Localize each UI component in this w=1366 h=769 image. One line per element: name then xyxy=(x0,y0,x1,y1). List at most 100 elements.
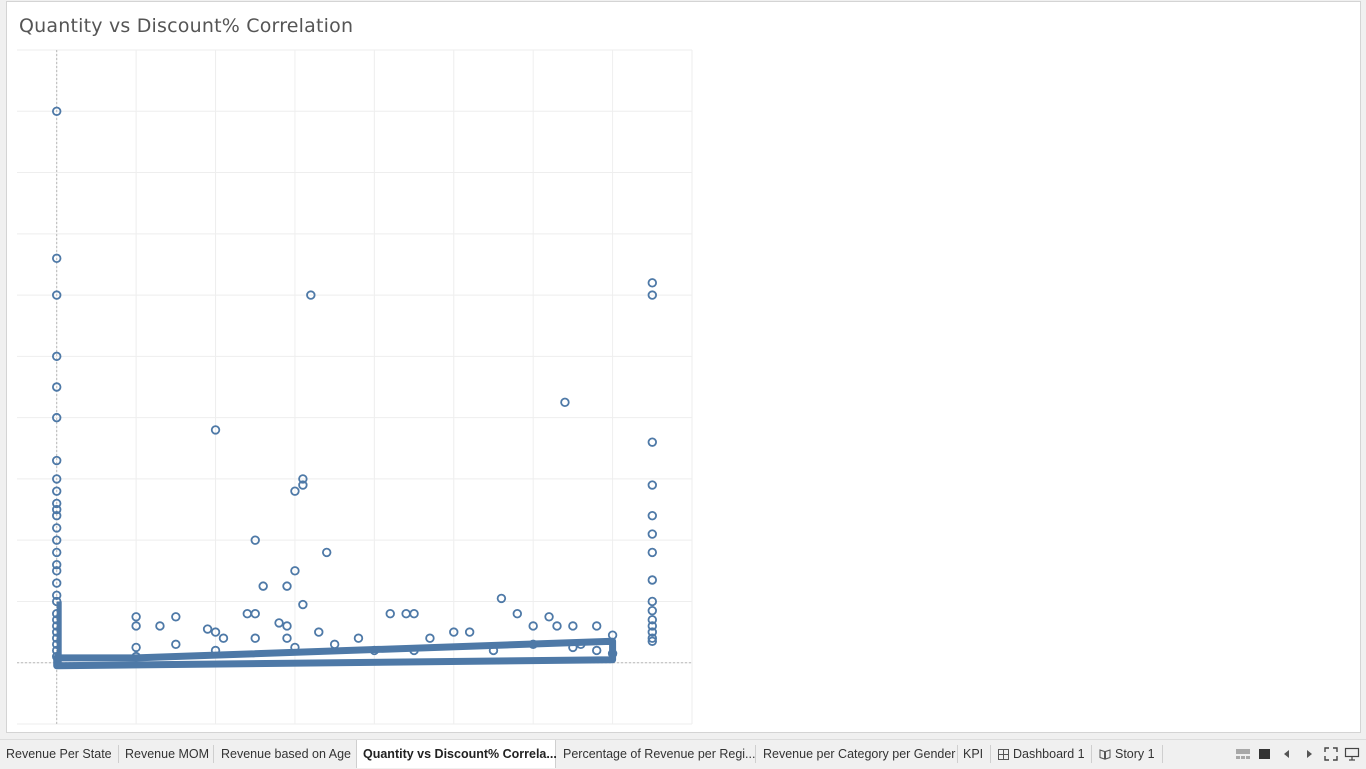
scatter-point[interactable] xyxy=(218,633,229,643)
scatter-point[interactable] xyxy=(282,633,292,643)
scatter-point[interactable] xyxy=(210,627,221,637)
scatter-point[interactable] xyxy=(52,609,62,619)
scatter-point[interactable] xyxy=(576,639,586,650)
scatter-point[interactable] xyxy=(401,609,411,619)
tab-revenue-category-gender[interactable]: Revenue per Category per Gender xyxy=(757,740,961,768)
scatter-point[interactable] xyxy=(409,609,419,619)
scatter-point[interactable] xyxy=(464,627,475,637)
scatter-point[interactable] xyxy=(52,645,62,656)
scatter-point[interactable] xyxy=(353,633,364,643)
scatter-point[interactable] xyxy=(52,596,62,607)
scatter-point[interactable] xyxy=(52,639,62,650)
scatter-point[interactable] xyxy=(52,621,62,631)
presentation-mode-icon[interactable] xyxy=(1344,746,1360,762)
scatter-point[interactable] xyxy=(560,397,570,408)
fullscreen-icon[interactable] xyxy=(1323,746,1339,762)
scatter-point[interactable] xyxy=(274,618,284,628)
scatter-point[interactable] xyxy=(592,621,602,631)
scatter-point[interactable] xyxy=(52,253,62,264)
scatter-point[interactable] xyxy=(488,645,499,656)
scatter-point[interactable] xyxy=(202,624,213,634)
scatter-point[interactable] xyxy=(52,590,62,601)
scatter-point[interactable] xyxy=(552,621,562,631)
scatter-point[interactable] xyxy=(647,621,657,631)
scatter-point[interactable] xyxy=(282,621,292,631)
scatter-point[interactable] xyxy=(290,486,300,496)
scatter-point[interactable] xyxy=(155,621,165,631)
scatter-point[interactable] xyxy=(52,474,62,484)
scatter-point[interactable] xyxy=(647,615,657,625)
scatter-point[interactable] xyxy=(647,636,657,646)
scatter-point[interactable] xyxy=(528,639,538,650)
scatter-point[interactable] xyxy=(52,504,62,515)
scatter-point[interactable] xyxy=(425,633,435,643)
scatter-point[interactable] xyxy=(647,529,657,539)
scatter-point[interactable] xyxy=(449,627,459,637)
scatter-point[interactable] xyxy=(52,290,62,300)
scatter-point[interactable] xyxy=(544,612,554,622)
scatter-point[interactable] xyxy=(52,510,62,521)
scatter-point[interactable] xyxy=(385,609,395,619)
tab-dashboard-1[interactable]: Dashboard 1 xyxy=(992,740,1091,768)
scatter-point[interactable] xyxy=(306,290,316,300)
scatter-point[interactable] xyxy=(52,615,62,625)
scatter-point[interactable] xyxy=(258,581,268,591)
scatter-point[interactable] xyxy=(298,480,308,490)
scatter-point[interactable] xyxy=(52,627,62,637)
scatter-point[interactable] xyxy=(647,605,657,616)
scatter-point[interactable] xyxy=(409,645,419,656)
scatter-point[interactable] xyxy=(131,612,141,622)
scatter-point[interactable] xyxy=(647,596,657,607)
scatter-point[interactable] xyxy=(298,474,308,484)
scatter-point[interactable] xyxy=(647,278,657,288)
scatter-point[interactable] xyxy=(242,609,252,619)
scatter-point[interactable] xyxy=(647,437,657,447)
scatter-point[interactable] xyxy=(171,639,181,650)
scatter-point[interactable] xyxy=(52,351,62,362)
scatter-point[interactable] xyxy=(52,486,62,496)
scatter-point[interactable] xyxy=(52,535,62,545)
scatter-point[interactable] xyxy=(52,523,62,533)
scatter-point[interactable] xyxy=(647,575,657,585)
scatter-point[interactable] xyxy=(52,455,62,466)
filmstrip-view-icon[interactable] xyxy=(1235,746,1251,762)
previous-sheet-icon[interactable] xyxy=(1279,746,1295,762)
scatter-point[interactable] xyxy=(210,425,221,435)
scatter-point[interactable] xyxy=(52,412,62,423)
scatter-point[interactable] xyxy=(329,639,340,650)
scatter-point[interactable] xyxy=(647,290,657,300)
scatter-point[interactable] xyxy=(52,382,62,392)
scatter-point[interactable] xyxy=(210,645,221,656)
scatter-point[interactable] xyxy=(171,612,181,622)
scatter-point[interactable] xyxy=(52,633,62,643)
scatter-point[interactable] xyxy=(52,578,62,588)
scatter-point[interactable] xyxy=(647,633,657,643)
show-sheets-icon[interactable] xyxy=(1257,746,1273,762)
scatter-point[interactable] xyxy=(568,642,578,653)
scatter-point[interactable] xyxy=(290,566,300,576)
next-sheet-icon[interactable] xyxy=(1301,746,1317,762)
tab-kpi[interactable]: KPI xyxy=(957,740,989,768)
scatter-point[interactable] xyxy=(52,566,62,576)
tab-revenue-per-state[interactable]: Revenue Per State xyxy=(0,740,118,768)
scatter-point[interactable] xyxy=(568,621,578,631)
scatter-point[interactable] xyxy=(607,630,618,640)
scatter-point[interactable] xyxy=(647,547,657,558)
scatter-point[interactable] xyxy=(290,642,300,653)
scatter-point[interactable] xyxy=(314,627,324,637)
tab-revenue-mom[interactable]: Revenue MOM xyxy=(119,740,215,768)
scatter-point[interactable] xyxy=(369,645,380,656)
scatter-point[interactable] xyxy=(647,510,657,521)
scatter-point[interactable] xyxy=(528,621,538,631)
scatter-point[interactable] xyxy=(52,498,62,509)
scatter-point[interactable] xyxy=(250,633,260,643)
tab-story-1[interactable]: Story 1 xyxy=(1093,740,1161,768)
scatter-point[interactable] xyxy=(607,648,618,659)
scatter-point[interactable] xyxy=(131,621,141,631)
scatter-point[interactable] xyxy=(592,645,602,656)
tab-revenue-based-on-age[interactable]: Revenue based on Age xyxy=(215,740,357,768)
scatter-point[interactable] xyxy=(52,651,62,662)
scatter-point[interactable] xyxy=(647,480,657,490)
scatter-point[interactable] xyxy=(322,547,332,558)
scatter-point[interactable] xyxy=(52,106,62,116)
